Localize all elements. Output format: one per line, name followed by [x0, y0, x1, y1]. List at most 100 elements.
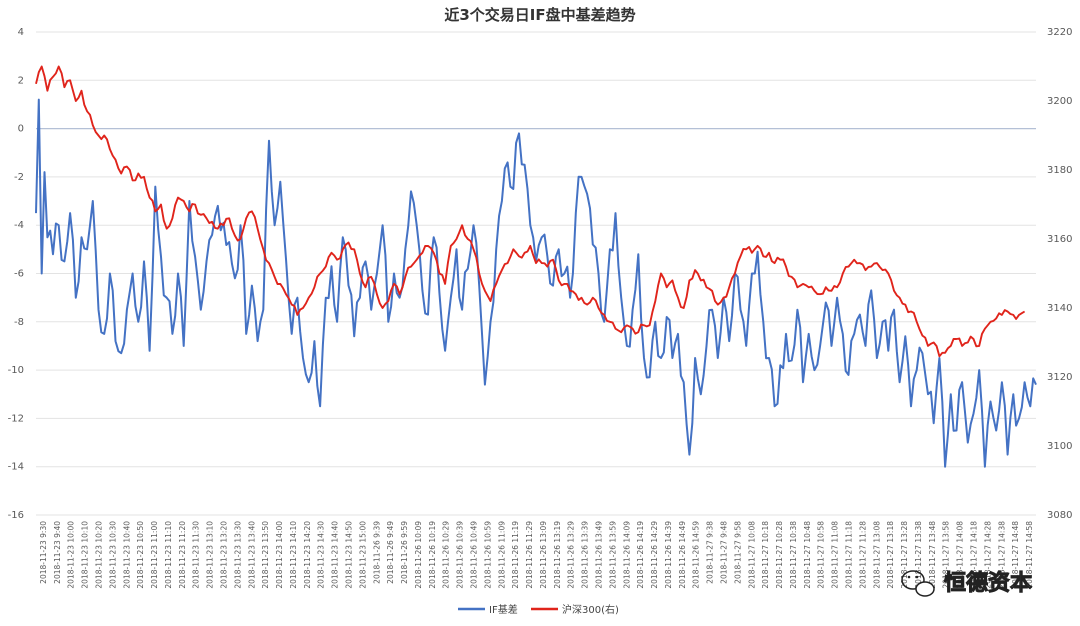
x-tick-label: 2018-11-26 14:29 — [650, 521, 659, 589]
x-tick-label: 2018-11-27 9:38 — [706, 521, 715, 584]
right-tick-label: 3220 — [1047, 27, 1072, 38]
x-tick-label: 2018-11-23 14:10 — [289, 521, 298, 589]
x-tick-label: 2018-11-23 13:20 — [220, 521, 229, 589]
x-tick-label: 2018-11-27 14:58 — [1025, 521, 1034, 589]
x-tick-label: 2018-11-26 13:09 — [539, 521, 548, 589]
x-tick-label: 2018-11-23 14:20 — [303, 521, 312, 589]
x-tick-label: 2018-11-26 10:39 — [456, 521, 465, 589]
x-tick-label: 2018-11-27 14:38 — [997, 521, 1006, 589]
x-tick-label: 2018-11-26 14:19 — [636, 521, 645, 589]
x-tick-label: 2018-11-26 9:59 — [400, 521, 409, 584]
right-tick-label: 3100 — [1047, 441, 1072, 452]
x-tick-label: 2018-11-23 10:10 — [81, 521, 90, 589]
x-tick-label: 2018-11-27 14:08 — [956, 521, 965, 589]
x-tick-label: 2018-11-23 11:30 — [192, 521, 201, 589]
right-tick-label: 3140 — [1047, 303, 1072, 314]
x-tick-label: 2018-11-23 14:30 — [317, 521, 326, 589]
x-tick-label: 2018-11-27 14:48 — [1011, 521, 1020, 589]
right-axis-ticks: 3220 3200 3180 3160 3140 3120 3100 3080 — [1047, 27, 1072, 521]
wechat-icon — [901, 570, 935, 597]
watermark: 恒德资本 — [901, 570, 1032, 597]
x-tick-label: 2018-11-23 11:00 — [150, 521, 159, 589]
right-tick-label: 3080 — [1047, 510, 1072, 521]
x-tick-label: 2018-11-27 11:28 — [858, 521, 867, 589]
x-tick-label: 2018-11-27 13:38 — [914, 521, 923, 589]
x-tick-label: 2018-11-26 14:39 — [664, 521, 673, 589]
x-tick-label: 2018-11-27 10:58 — [817, 521, 826, 589]
x-tick-label: 2018-11-26 14:49 — [678, 521, 687, 589]
x-tick-label: 2018-11-26 13:39 — [581, 521, 590, 589]
left-axis-ticks: 4 2 0 -2 -4 -6 -8 -10 -12 -14 -16 — [8, 27, 24, 521]
x-tick-label: 2018-11-23 10:50 — [136, 521, 145, 589]
x-tick-label: 2018-11-23 10:30 — [108, 521, 117, 589]
x-tick-label: 2018-11-26 11:09 — [497, 521, 506, 589]
x-tick-label: 2018-11-27 10:18 — [761, 521, 770, 589]
x-tick-label: 2018-11-23 13:40 — [247, 521, 256, 589]
x-tick-label: 2018-11-23 13:30 — [233, 521, 242, 589]
chart-title: 近3个交易日IF盘中基差趋势 — [444, 6, 635, 24]
x-tick-label: 2018-11-26 14:09 — [622, 521, 631, 589]
x-tick-label: 2018-11-27 14:28 — [983, 521, 992, 589]
x-tick-label: 2018-11-26 9:49 — [386, 521, 395, 584]
x-tick-label: 2018-11-27 13:28 — [900, 521, 909, 589]
right-tick-label: 3180 — [1047, 165, 1072, 176]
x-tick-label: 2018-11-23 10:00 — [67, 521, 76, 589]
x-tick-label: 2018-11-27 13:48 — [928, 521, 937, 589]
left-tick-label: -12 — [8, 413, 24, 424]
left-tick-label: -16 — [8, 510, 24, 521]
x-tick-label: 2018-11-27 13:08 — [872, 521, 881, 589]
right-tick-label: 3120 — [1047, 372, 1072, 383]
series-line-if-basis — [35, 98, 1037, 468]
x-tick-label: 2018-11-26 11:19 — [511, 521, 520, 589]
x-tick-label: 2018-11-23 14:00 — [275, 521, 284, 589]
x-tick-label: 2018-11-27 13:18 — [886, 521, 895, 589]
x-tick-label: 2018-11-23 9:40 — [53, 521, 62, 584]
x-axis-ticks: 2018-11-23 9:30 2018-11-23 9:40 2018-11-23… — [39, 521, 1034, 589]
x-tick-label: 2018-11-26 13:49 — [595, 521, 604, 589]
x-tick-label: 2018-11-23 9:30 — [39, 521, 48, 584]
series-line-csi300 — [35, 65, 1026, 358]
legend: IF基差 沪深300(右) — [458, 603, 619, 616]
x-tick-label: 2018-11-26 13:19 — [553, 521, 562, 589]
x-tick-label: 2018-11-23 13:50 — [261, 521, 270, 589]
x-tick-label: 2018-11-27 10:38 — [789, 521, 798, 589]
left-tick-label: 4 — [18, 27, 24, 38]
x-tick-label: 2018-11-23 10:40 — [122, 521, 131, 589]
right-tick-label: 3200 — [1047, 96, 1072, 107]
left-tick-label: -14 — [8, 462, 24, 473]
x-tick-label: 2018-11-27 14:18 — [970, 521, 979, 589]
gridlines — [36, 31, 1036, 516]
x-tick-label: 2018-11-26 10:59 — [483, 521, 492, 589]
x-tick-label: 2018-11-27 11:18 — [845, 521, 854, 589]
x-tick-label: 2018-11-27 11:08 — [831, 521, 840, 589]
x-tick-label: 2018-11-23 15:00 — [358, 521, 367, 589]
legend-label-csi300: 沪深300(右) — [562, 603, 619, 616]
left-tick-label: 2 — [18, 75, 24, 86]
x-tick-label: 2018-11-27 10:08 — [747, 521, 756, 589]
x-tick-label: 2018-11-27 10:48 — [803, 521, 812, 589]
left-tick-label: -8 — [14, 317, 24, 328]
x-tick-label: 2018-11-26 11:29 — [525, 521, 534, 589]
left-tick-label: -10 — [8, 365, 24, 376]
legend-label-if-basis: IF基差 — [489, 603, 518, 616]
right-tick-label: 3160 — [1047, 234, 1072, 245]
x-tick-label: 2018-11-27 9:58 — [733, 521, 742, 584]
x-tick-label: 2018-11-26 10:49 — [470, 521, 479, 589]
x-tick-label: 2018-11-23 14:50 — [345, 521, 354, 589]
left-tick-label: -4 — [14, 220, 24, 231]
x-tick-label: 2018-11-23 13:10 — [206, 521, 215, 589]
left-tick-label: -2 — [14, 172, 24, 183]
x-tick-label: 2018-11-26 10:29 — [442, 521, 451, 589]
x-tick-label: 2018-11-26 10:19 — [428, 521, 437, 589]
x-tick-label: 2018-11-26 10:09 — [414, 521, 423, 589]
x-tick-label: 2018-11-23 14:40 — [331, 521, 340, 589]
x-tick-label: 2018-11-23 11:10 — [164, 521, 173, 589]
x-tick-label: 2018-11-26 13:59 — [608, 521, 617, 589]
x-tick-label: 2018-11-26 14:59 — [692, 521, 701, 589]
left-tick-label: -6 — [14, 269, 24, 280]
x-tick-label: 2018-11-27 13:58 — [942, 521, 951, 589]
x-tick-label: 2018-11-27 10:28 — [775, 521, 784, 589]
x-tick-label: 2018-11-23 11:20 — [178, 521, 187, 589]
x-tick-label: 2018-11-26 9:39 — [372, 521, 381, 584]
